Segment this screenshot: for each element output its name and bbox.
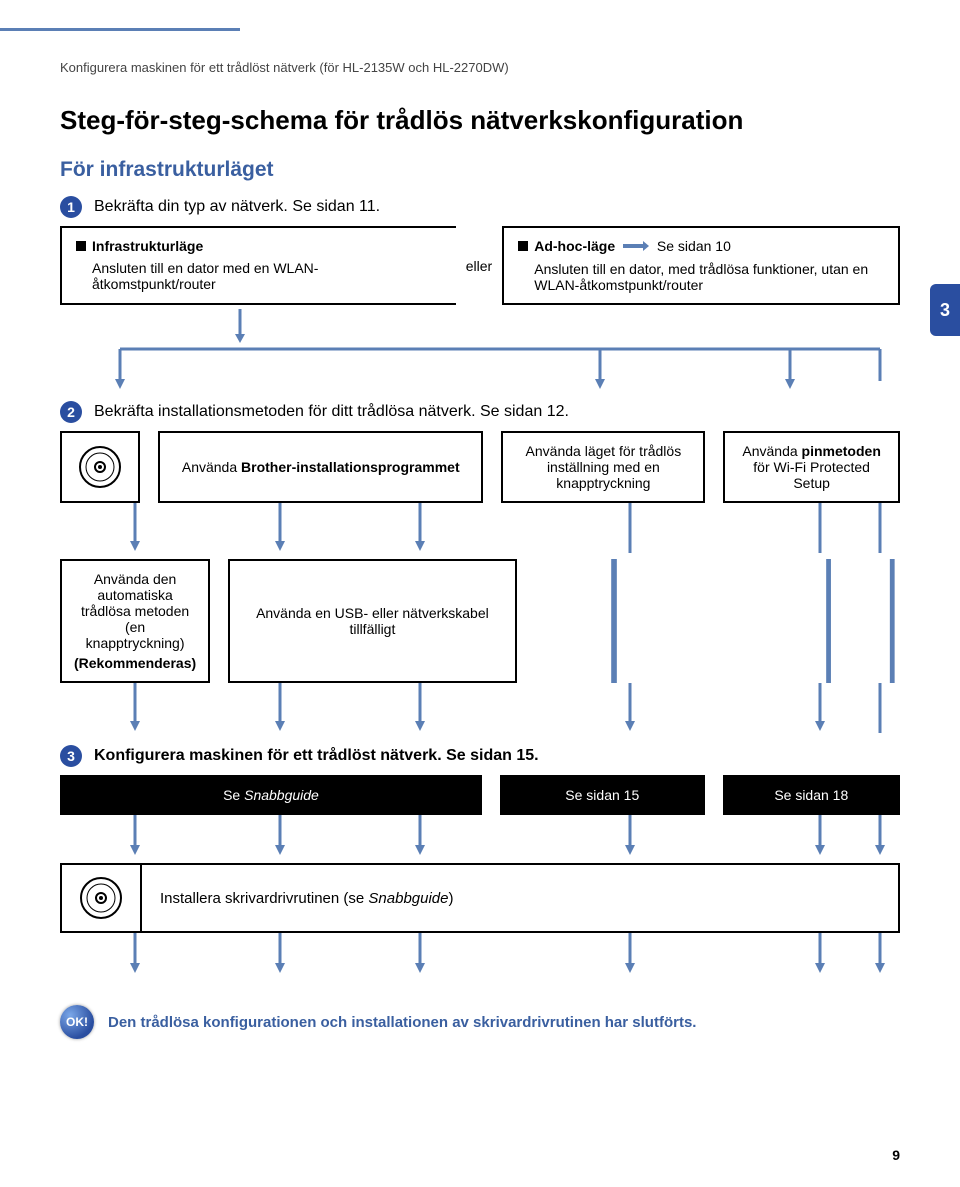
see-quickguide-box: Se Snabbguide xyxy=(60,775,482,815)
connector-passthrough-1 xyxy=(535,559,723,683)
see-page-15-box[interactable]: Se sidan 15 xyxy=(500,775,705,815)
cd-icon-cell xyxy=(60,431,140,503)
step-1-options-row: Infrastrukturläge Ansluten till en dator… xyxy=(60,226,900,305)
step-number-badge: 2 xyxy=(60,401,82,423)
infrastructure-mode-box: Infrastrukturläge Ansluten till en dator… xyxy=(60,226,456,305)
connector-passthrough-2 xyxy=(741,559,900,683)
step-2-bottom-row: Använda den automatiska trådlösa metoden… xyxy=(60,559,900,683)
one-push-mode-text: Använda läget för trådlös inställning me… xyxy=(515,443,691,491)
step-2-text: Bekräfta installationsmetoden för ditt t… xyxy=(94,403,569,421)
or-label: eller xyxy=(456,226,502,305)
see-page-18-text: Se sidan 18 xyxy=(774,787,848,803)
pin-method-post: för Wi-Fi Protected Setup xyxy=(753,459,870,491)
step-3-row: Se Snabbguide Se sidan 15 Se sidan 18 xyxy=(60,775,900,815)
step-1-heading: 1 Bekräfta din typ av nätverk. Se sidan … xyxy=(60,196,900,218)
brother-installer-bold: Brother-installationsprogrammet xyxy=(241,459,460,475)
completion-line: OK! Den trådlösa konfigurationen och ins… xyxy=(60,1005,900,1039)
connector-3 xyxy=(60,815,900,857)
square-bullet-icon xyxy=(76,241,86,251)
page-title: Steg-för-steg-schema för trådlös nätverk… xyxy=(60,105,900,136)
connector-1 xyxy=(60,309,900,389)
step-2-heading: 2 Bekräfta installationsmetoden för ditt… xyxy=(60,401,900,423)
header-rule xyxy=(0,28,240,31)
install-post: ) xyxy=(448,890,453,907)
chapter-tab: 3 xyxy=(930,284,960,336)
cd-icon-cell xyxy=(60,863,140,933)
auto-wireless-box: Använda den automatiska trådlösa metoden… xyxy=(60,559,210,683)
connector-2b xyxy=(60,683,900,733)
arrow-right-icon xyxy=(623,239,649,255)
cd-icon xyxy=(76,443,124,491)
step-1-text: Bekräfta din typ av nätverk. Se sidan 11… xyxy=(94,198,380,216)
install-pre: Installera skrivardrivrutinen (se xyxy=(160,890,368,907)
auto-wireless-text: Använda den automatiska trådlösa metoden… xyxy=(74,571,196,651)
install-driver-box: Installera skrivardrivrutinen (se Snabbg… xyxy=(140,863,900,933)
page-number: 9 xyxy=(892,1147,900,1163)
square-bullet-icon xyxy=(518,241,528,251)
see-page-18-box[interactable]: Se sidan 18 xyxy=(723,775,900,815)
section-subtitle: För infrastrukturläget xyxy=(60,158,900,182)
usb-cable-box: Använda en USB- eller nätverkskabel till… xyxy=(228,559,517,683)
connector-2a xyxy=(60,503,900,553)
infrastructure-title: Infrastrukturläge xyxy=(92,238,203,254)
install-driver-row: Installera skrivardrivrutinen (se Snabbg… xyxy=(60,863,900,933)
step-3-text: Konfigurera maskinen för ett trådlöst nä… xyxy=(94,747,539,765)
see-quickguide-ital: Snabbguide xyxy=(244,787,319,803)
infrastructure-desc: Ansluten till en dator med en WLAN-åtkom… xyxy=(76,260,442,292)
connector-4 xyxy=(60,933,900,975)
adhoc-desc: Ansluten till en dator, med trådlösa fun… xyxy=(518,261,884,293)
adhoc-title: Ad-hoc-läge xyxy=(534,238,615,254)
see-quickguide-pre: Se xyxy=(223,787,244,803)
step-number-badge: 1 xyxy=(60,196,82,218)
ok-badge-icon: OK! xyxy=(60,1005,94,1039)
breadcrumb: Konfigurera maskinen för ett trådlöst nä… xyxy=(60,60,900,75)
install-ital: Snabbguide xyxy=(368,890,448,907)
cd-icon xyxy=(77,874,125,922)
adhoc-link[interactable]: Se sidan 10 xyxy=(657,238,731,254)
auto-wireless-note: (Rekommenderas) xyxy=(74,655,196,671)
pin-method-box: Använda pinmetoden för Wi-Fi Protected S… xyxy=(723,431,900,503)
step-3-heading: 3 Konfigurera maskinen för ett trådlöst … xyxy=(60,745,900,767)
completion-text: Den trådlösa konfigurationen och install… xyxy=(108,1014,696,1031)
one-push-mode-box: Använda läget för trådlös inställning me… xyxy=(501,431,705,503)
pin-method-pre: Använda xyxy=(742,443,801,459)
step-2-top-row: Använda Brother-installationsprogrammet … xyxy=(60,431,900,503)
brother-installer-pre: Använda xyxy=(182,459,241,475)
see-page-15-text: Se sidan 15 xyxy=(565,787,639,803)
step-number-badge: 3 xyxy=(60,745,82,767)
brother-installer-box: Använda Brother-installationsprogrammet xyxy=(158,431,483,503)
usb-cable-text: Använda en USB- eller nätverkskabel till… xyxy=(242,605,503,637)
adhoc-mode-box: Ad-hoc-läge Se sidan 10 Ansluten till en… xyxy=(502,226,900,305)
pin-method-bold: pinmetoden xyxy=(802,443,881,459)
